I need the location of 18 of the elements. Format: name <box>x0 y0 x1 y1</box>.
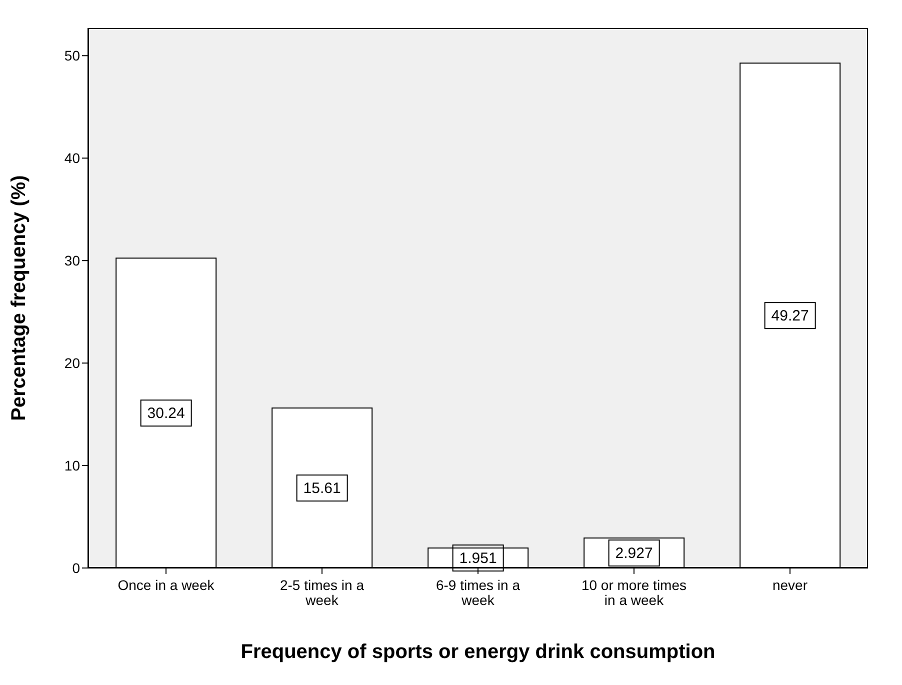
x-axis-title: Frequency of sports or energy drink consumption <box>240 641 716 663</box>
y-axis-title: Percentage frequency (%) <box>8 175 30 421</box>
y-tick-label: 50 <box>64 48 80 64</box>
data-label: 49.27 <box>771 308 809 325</box>
y-tick-label: 40 <box>64 150 80 166</box>
x-tick-label: 2-5 times in a week <box>280 577 364 608</box>
x-tick-label: 10 or more times in a week <box>581 577 687 608</box>
data-label: 1.951 <box>459 550 497 568</box>
y-tick-label: 20 <box>64 355 80 372</box>
data-label: 30.24 <box>147 405 185 422</box>
y-tick-label: 10 <box>64 458 80 474</box>
data-label: 15.61 <box>303 480 341 498</box>
data-label: 2.927 <box>615 545 653 562</box>
y-tick-label: 30 <box>64 252 80 269</box>
y-tick-label: 0 <box>72 560 80 576</box>
x-tick-label: 6-9 times in a week <box>436 577 520 608</box>
x-tick-label: never <box>772 577 808 593</box>
x-tick-label: Once in a week <box>118 577 216 593</box>
